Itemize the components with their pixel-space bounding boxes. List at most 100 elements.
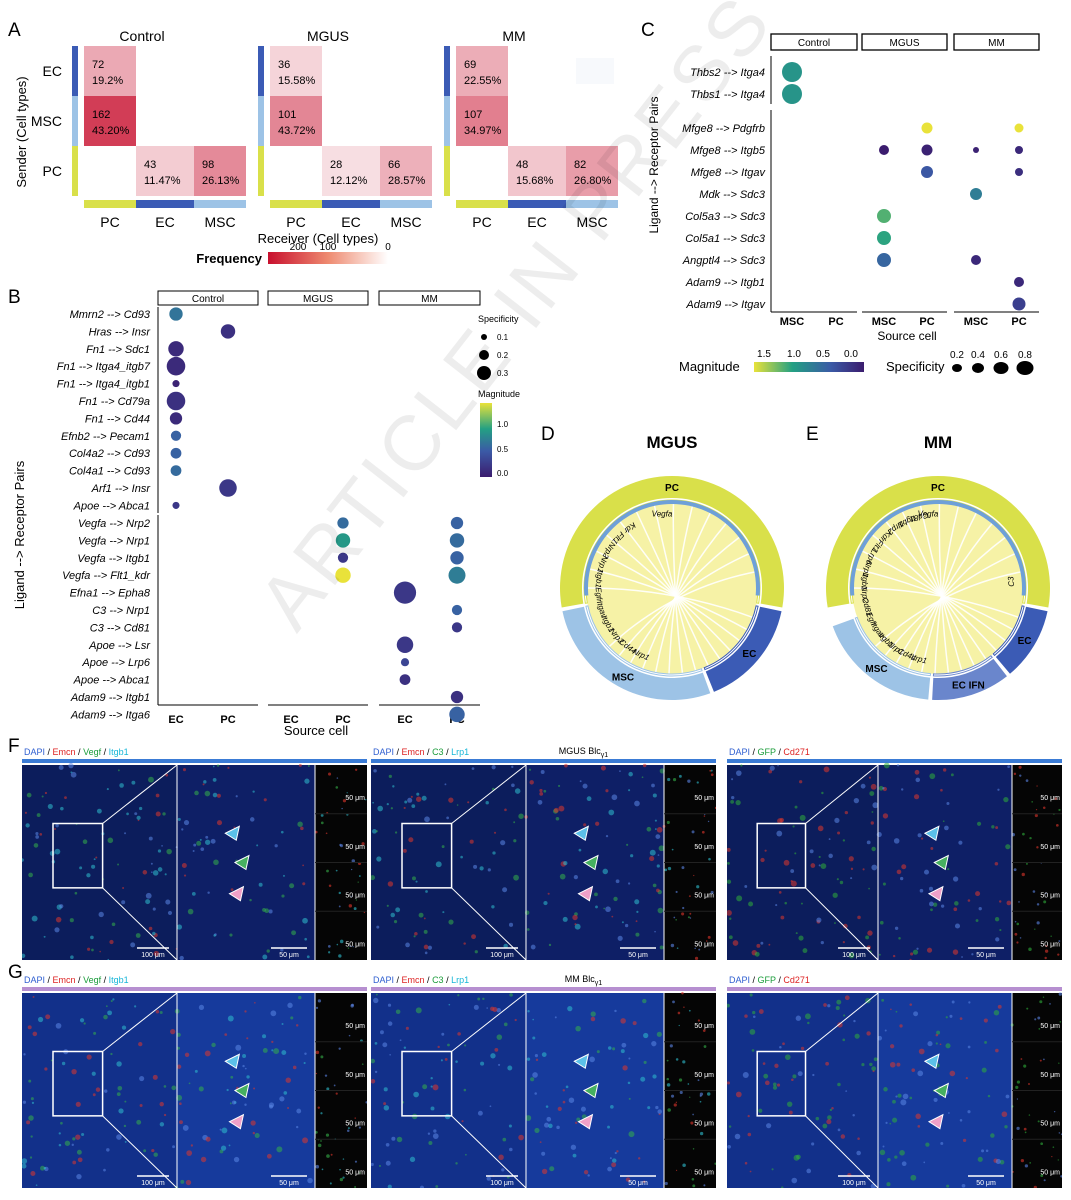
tissue-signal <box>886 1182 891 1187</box>
tissue-signal <box>123 1124 127 1128</box>
tissue-signal <box>131 780 136 785</box>
tissue-signal <box>1001 1111 1008 1118</box>
heatmap-cell <box>508 146 566 196</box>
chord-link <box>870 533 998 652</box>
tissue-signal <box>28 1079 32 1083</box>
strip-scale-label: 50 μm <box>1040 795 1060 802</box>
tissue-signal <box>135 933 141 938</box>
channel-signal <box>336 943 339 946</box>
tissue-signal <box>271 1049 274 1052</box>
channel-signal <box>1057 1159 1059 1161</box>
channel-signal <box>338 905 341 908</box>
channel-signal <box>347 1127 350 1130</box>
tissue-signal <box>818 855 821 859</box>
tissue-signal <box>205 835 209 839</box>
strip-scale-label: 50 μm <box>694 844 714 851</box>
tissue-signal <box>868 887 870 890</box>
cell-count: 43 <box>144 159 156 171</box>
tissue-signal <box>916 947 919 950</box>
tissue-signal <box>35 832 39 836</box>
tissue-signal <box>602 868 609 875</box>
channel-signal <box>692 1113 694 1116</box>
tissue-signal <box>280 830 284 834</box>
tissue-signal <box>98 911 104 918</box>
channel-signal <box>1029 836 1032 840</box>
tissue-signal <box>530 944 536 950</box>
tissue-signal <box>929 773 936 780</box>
tissue-signal <box>882 813 889 819</box>
channel-signal <box>1018 901 1020 903</box>
pair-label: C3 --> Cd81 <box>90 622 150 634</box>
facet-label: Control <box>192 294 224 305</box>
tissue-signal <box>837 1128 841 1132</box>
channel-signal <box>1058 1132 1061 1134</box>
tissue-signal <box>103 1014 108 1020</box>
tissue-signal <box>873 1057 878 1062</box>
tissue-signal <box>252 790 255 793</box>
channel-signal <box>699 1100 702 1103</box>
tissue-signal <box>782 1042 785 1046</box>
tissue-signal <box>181 863 187 868</box>
tissue-signal <box>528 768 532 771</box>
panel-a-legend-title: Frequency <box>196 251 263 266</box>
tissue-signal <box>393 920 398 924</box>
tissue-signal <box>437 1045 440 1049</box>
tissue-signal <box>32 1031 38 1037</box>
tissue-signal <box>836 878 839 881</box>
tissue-signal <box>656 1031 662 1037</box>
receiver-color-bar <box>322 200 380 208</box>
tissue-signal <box>760 941 764 945</box>
tissue-signal <box>860 783 866 789</box>
micrograph-title: MGUS Blcγ1 <box>559 746 609 759</box>
tissue-signal <box>828 853 833 859</box>
tissue-signal <box>930 847 934 850</box>
heatmap-title: Control <box>119 28 164 44</box>
cell-percent: 15.58% <box>278 75 316 87</box>
sender-color-bar <box>72 46 78 96</box>
channel-signal <box>348 904 353 908</box>
tissue-signal <box>513 839 517 843</box>
tissue-signal <box>776 830 783 837</box>
dot-point <box>970 188 982 200</box>
col-label: MSC <box>204 214 235 230</box>
tissue-signal <box>1004 1125 1008 1129</box>
tissue-signal <box>107 837 114 844</box>
tissue-signal <box>387 881 394 887</box>
channel-signal <box>357 881 359 883</box>
tissue-signal <box>152 1074 158 1080</box>
magnitude-tick: 1.0 <box>497 420 509 429</box>
tissue-signal <box>427 945 433 950</box>
pair-label: Efnb2 --> Pecam1 <box>61 431 150 443</box>
tissue-signal <box>249 817 255 822</box>
c-spec-tick: 0.6 <box>994 350 1008 361</box>
tissue-signal <box>514 1018 517 1022</box>
tissue-signal <box>109 939 114 945</box>
c-specificity-title: Specificity <box>886 359 945 374</box>
tissue-signal <box>54 848 61 855</box>
pair-label: Mdk --> Sdc3 <box>699 189 766 201</box>
tissue-signal <box>774 1063 779 1068</box>
tissue-signal <box>954 923 961 929</box>
tissue-signal <box>399 1039 402 1042</box>
channel-signal <box>1034 1018 1037 1021</box>
pair-label: Vegfa --> Flt1_kdr <box>62 570 151 582</box>
c-magnitude-colorbar <box>754 362 864 372</box>
strip-scale-label: 50 μm <box>1040 844 1060 851</box>
channel-signal <box>1036 785 1038 787</box>
channel-signal <box>342 1176 345 1179</box>
receiver-color-bar <box>566 200 618 208</box>
tissue-signal <box>876 831 882 838</box>
tissue-signal <box>763 1073 769 1079</box>
channel-signal <box>338 1047 341 1050</box>
channel-signal <box>701 830 705 834</box>
tissue-signal <box>69 918 74 923</box>
specificity-legend-dot <box>481 334 487 340</box>
x-tick-label: MSC <box>872 316 897 328</box>
tissue-signal <box>948 1112 950 1114</box>
tissue-signal <box>727 910 732 916</box>
channel-signal <box>349 945 352 948</box>
tissue-signal <box>919 888 924 893</box>
tissue-signal <box>422 1084 428 1090</box>
tissue-signal <box>471 767 475 770</box>
tissue-signal <box>605 834 609 838</box>
